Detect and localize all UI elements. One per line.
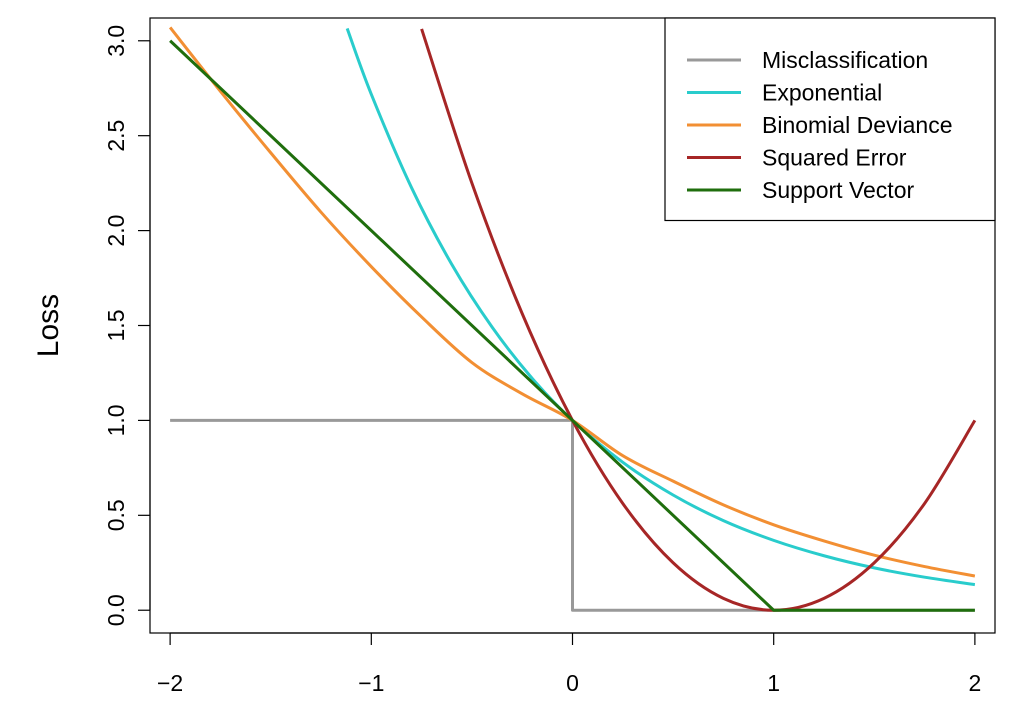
legend-label: Squared Error: [762, 145, 907, 171]
legend-label: Misclassification: [762, 47, 928, 73]
y-tick-label: 0.0: [103, 594, 129, 626]
legend-label: Binomial Deviance: [762, 112, 952, 138]
y-tick-label: 2.5: [103, 120, 129, 152]
y-tick-label: 3.0: [103, 25, 129, 57]
x-tick-label: 2: [968, 670, 981, 696]
y-tick-label: 1.5: [103, 310, 129, 342]
y-tick-label: 1.0: [103, 404, 129, 436]
x-axis: −2 −1 0 1 2: [157, 632, 981, 696]
legend-box: [664, 17, 996, 222]
legend: Misclassification Exponential Binomial Dev…: [664, 17, 996, 222]
x-tick-label: 0: [566, 670, 579, 696]
legend-label: Support Vector: [762, 177, 914, 203]
series-line-exponential: [345, 27, 976, 587]
series-line-support-vector: [169, 39, 975, 612]
x-tick-label: −1: [358, 670, 384, 696]
series-layer: [168, 26, 977, 612]
y-axis-title: Loss: [32, 294, 65, 357]
x-tick-label: −2: [157, 670, 183, 696]
series-line-misclassification: [170, 418, 975, 612]
series-line-squared-error: [420, 28, 977, 612]
y-tick-label: 0.5: [103, 499, 129, 531]
x-tick-label: 1: [767, 670, 780, 696]
legend-label: Exponential: [762, 80, 882, 106]
y-tick-label: 2.0: [103, 215, 129, 247]
y-axis: 0.0 0.5 1.0 1.5 2.0 2.5 3.0: [103, 25, 151, 626]
series-line-binomial-deviance: [168, 26, 976, 578]
